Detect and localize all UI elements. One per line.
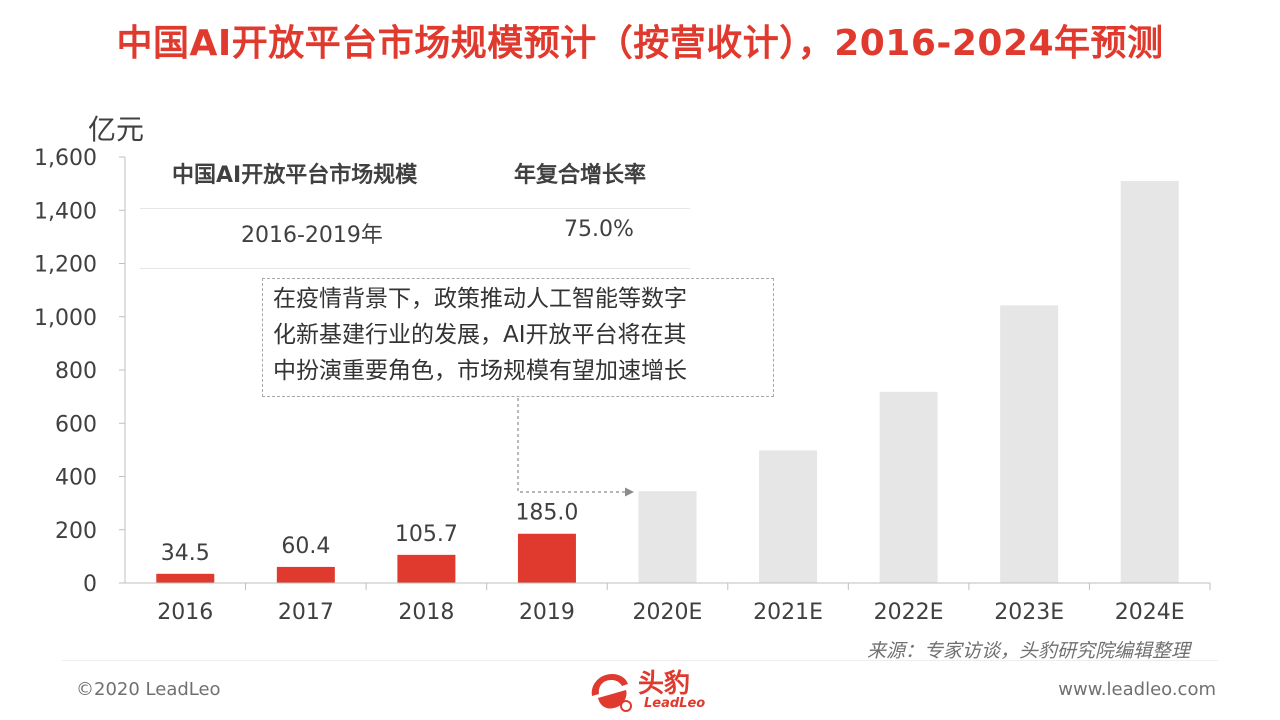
x-tick-label: 2019: [519, 600, 575, 625]
cagr-header-market: 中国AI开放平台市场规模: [172, 163, 418, 188]
bar-2021E: [759, 450, 818, 583]
x-tick-label: 2023E: [994, 600, 1064, 625]
bar-2020E: [638, 491, 697, 583]
x-tick-label: 2017: [278, 600, 334, 625]
data-label: 34.5: [161, 541, 210, 566]
source-note: 来源：专家访谈，头豹研究院编辑整理: [866, 640, 1190, 662]
y-tick-label: 1,400: [34, 199, 97, 224]
bar-2017: [276, 566, 335, 583]
leadleo-logo: 头豹 LeadLeo: [580, 662, 720, 718]
bar-2016: [156, 573, 215, 583]
y-axis-unit-label: 亿元: [88, 113, 145, 146]
cagr-header-rate: 年复合增长率: [514, 163, 647, 188]
annotation-connector-arrow: [517, 398, 634, 497]
logo-text: 头豹: [638, 669, 691, 699]
bar-2019: [517, 533, 576, 583]
data-label: 60.4: [281, 534, 330, 559]
bar-2023E: [1000, 305, 1059, 583]
y-tick-label: 0: [83, 572, 97, 597]
y-tick-label: 1,600: [34, 146, 97, 171]
y-tick-label: 1,000: [34, 306, 97, 331]
cagr-period: 2016-2019年: [241, 223, 383, 248]
x-tick-label: 2016: [157, 600, 213, 625]
cagr-divider: [140, 268, 690, 269]
bar-2018: [397, 554, 456, 583]
page-title: 中国AI开放平台市场规模预计（按营收计），2016-2024年预测: [116, 23, 1164, 64]
annotation-line: 在疫情背景下，政策推动人工智能等数字: [273, 286, 687, 312]
x-tick-label: 2018: [398, 600, 454, 625]
y-tick-label: 1,200: [34, 253, 97, 278]
data-label: 185.0: [515, 501, 578, 526]
logo-subtext: LeadLeo: [644, 696, 706, 711]
y-tick-label: 600: [55, 412, 97, 437]
footer-website-link[interactable]: www.leadleo.com: [1058, 679, 1216, 700]
data-label: 105.7: [395, 522, 458, 547]
bar-2024E: [1120, 180, 1179, 583]
x-tick-label: 2021E: [753, 600, 823, 625]
x-tick-label: 2020E: [633, 600, 703, 625]
annotation-line: 中扮演重要角色，市场规模有望加速增长: [273, 358, 687, 384]
y-tick-label: 400: [55, 466, 97, 491]
y-tick-label: 200: [55, 519, 97, 544]
x-tick-label: 2022E: [874, 600, 944, 625]
footer-divider: [62, 660, 1218, 661]
cagr-divider: [140, 208, 690, 209]
annotation-line: 化新基建行业的发展，AI开放平台将在其: [273, 322, 687, 348]
x-tick-label: 2024E: [1115, 600, 1185, 625]
footer-copyright: ©2020 LeadLeo: [76, 679, 221, 700]
cagr-rate: 75.0%: [564, 217, 634, 242]
bar-2022E: [879, 391, 938, 583]
y-tick-label: 800: [55, 359, 97, 384]
leopard-head-icon: [591, 674, 632, 712]
annotation-box: 在疫情背景下，政策推动人工智能等数字 化新基建行业的发展，AI开放平台将在其 中…: [262, 278, 774, 397]
